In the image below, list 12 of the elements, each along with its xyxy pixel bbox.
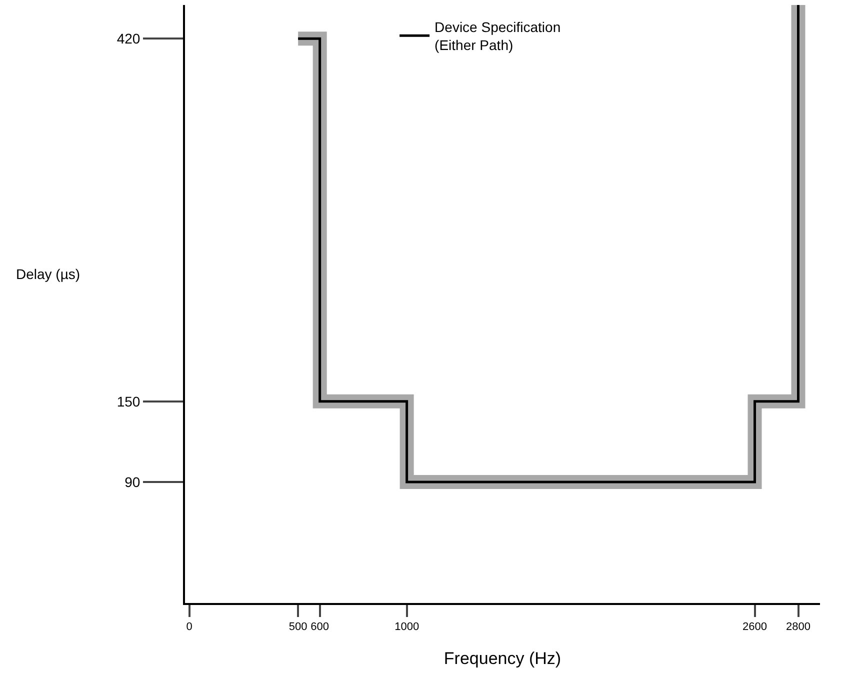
x-tick-label: 2600	[742, 621, 767, 634]
y-tick-label: 150	[116, 393, 140, 410]
x-tick-label: 0	[186, 621, 192, 634]
y-axis-title: Delay (µs)	[16, 266, 80, 282]
y-tick-label: 90	[124, 474, 140, 490]
x-tick-label: 500	[288, 621, 308, 634]
x-tick-label: 1000	[394, 621, 420, 634]
y-tick-label: 420	[116, 30, 140, 46]
legend-label: Device Specification (Either Path)	[434, 19, 561, 54]
x-axis-title: Frequency (Hz)	[444, 649, 562, 668]
x-tick-label: 600	[310, 621, 330, 634]
x-tick-label: 2800	[786, 621, 810, 634]
